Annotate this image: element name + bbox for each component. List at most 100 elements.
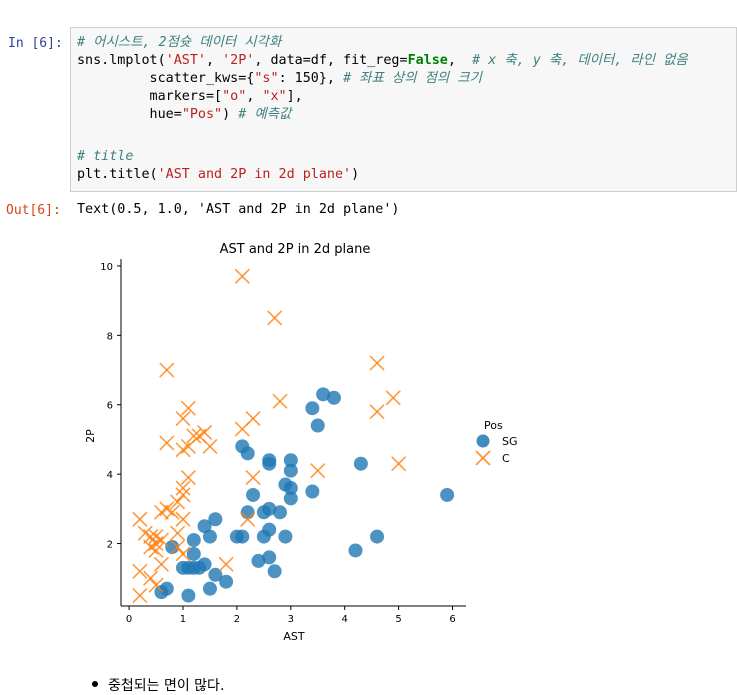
- sg-point: [186, 533, 201, 548]
- code-line-4: markers=["o", "x"],: [77, 89, 303, 104]
- y-tick-label: 10: [100, 262, 113, 273]
- sg-point: [283, 481, 298, 496]
- y-tick-label: 6: [107, 401, 113, 412]
- code-line-5: hue="Pos") # 예측값: [77, 107, 292, 122]
- sg-point: [267, 564, 282, 579]
- c-point: [391, 456, 407, 472]
- legend-label-c: C: [502, 452, 510, 465]
- sg-point: [208, 567, 223, 582]
- c-point: [240, 511, 256, 527]
- sg-point: [283, 463, 298, 478]
- c-point: [202, 438, 218, 454]
- scatter-plot: AST and 2P in 2d plane 0 1 2 3 4 5 6 2 4 6 8 10 AS…: [84, 242, 518, 643]
- series-sg: [154, 387, 455, 603]
- x-tick-label: 6: [449, 614, 455, 625]
- sg-point: [165, 540, 180, 555]
- sg-point: [326, 390, 341, 405]
- bullet-note: 중첩되는 면이 많다.: [108, 678, 225, 694]
- c-point: [272, 393, 288, 409]
- c-point: [159, 435, 175, 451]
- sg-point: [262, 456, 277, 471]
- y-tick-label: 4: [107, 470, 113, 481]
- c-point: [186, 428, 202, 444]
- x-tick-label: 2: [234, 614, 240, 625]
- sg-point: [251, 553, 266, 568]
- sg-point: [235, 529, 250, 544]
- code-line-1: # 어시스트, 2점슛 데이터 시각화: [77, 35, 282, 50]
- sg-point: [440, 487, 455, 502]
- sg-point: [202, 529, 217, 544]
- sg-point: [262, 550, 277, 565]
- code-line-3: scatter_kws={"s": 150}, # 좌표 상의 점의 크기: [77, 71, 482, 86]
- c-point: [132, 511, 148, 527]
- sg-point: [353, 456, 368, 471]
- c-point: [164, 504, 180, 520]
- series-c: [132, 268, 407, 604]
- sg-point: [219, 574, 234, 589]
- in-prompt: In [6]:: [8, 36, 63, 51]
- c-point: [148, 577, 164, 593]
- y-axis-label: 2P: [84, 429, 97, 443]
- c-point: [153, 556, 169, 572]
- c-point: [369, 355, 385, 371]
- c-point: [218, 556, 234, 572]
- c-point: [175, 511, 191, 527]
- sg-point: [305, 484, 320, 499]
- legend-marker-sg: [476, 434, 490, 448]
- c-point: [170, 539, 186, 555]
- sg-point: [370, 529, 385, 544]
- x-ticks: 0 1 2 3 4 5 6: [126, 606, 456, 625]
- code-line-7: # title: [77, 149, 134, 164]
- sg-point: [240, 446, 255, 461]
- c-point: [170, 494, 186, 510]
- c-point: [234, 268, 250, 284]
- sg-point: [240, 505, 255, 520]
- sg-point: [208, 512, 223, 527]
- c-point: [180, 470, 196, 486]
- sg-point: [310, 418, 325, 433]
- c-point: [153, 504, 169, 520]
- c-point: [175, 480, 191, 496]
- y-tick-label: 2: [107, 540, 113, 551]
- code-line-8: plt.title('AST and 2P in 2d plane'): [77, 167, 360, 182]
- sg-point: [348, 543, 363, 558]
- c-point: [369, 404, 385, 420]
- c-point: [245, 411, 261, 427]
- sg-point: [256, 529, 271, 544]
- x-tick-label: 4: [342, 614, 348, 625]
- c-point: [132, 588, 148, 604]
- x-tick-label: 1: [180, 614, 186, 625]
- output-text: Text(0.5, 1.0, 'AST and 2P in 2d plane'): [77, 202, 400, 217]
- legend-marker-c: [475, 450, 491, 466]
- sg-point: [283, 491, 298, 506]
- c-point: [180, 438, 196, 454]
- sg-point: [316, 387, 331, 402]
- chart-title: AST and 2P in 2d plane: [220, 242, 371, 257]
- sg-point: [305, 401, 320, 416]
- sg-point: [154, 585, 169, 600]
- c-point: [245, 470, 261, 486]
- sg-point: [186, 546, 201, 561]
- sg-point: [246, 487, 261, 502]
- sg-point: [202, 581, 217, 596]
- legend: Pos SG C: [475, 419, 518, 466]
- c-point: [153, 532, 169, 548]
- c-point: [180, 400, 196, 416]
- c-point: [132, 563, 148, 579]
- y-ticks: 2 4 6 8 10: [100, 262, 121, 551]
- sg-point: [278, 529, 293, 544]
- sg-point: [262, 501, 277, 516]
- legend-label-sg: SG: [502, 435, 518, 448]
- out-prompt: Out[6]:: [6, 203, 61, 218]
- sg-point: [181, 588, 196, 603]
- x-axis-label: AST: [283, 630, 305, 643]
- x-tick-label: 0: [126, 614, 132, 625]
- c-point: [175, 411, 191, 427]
- x-tick-label: 5: [395, 614, 401, 625]
- c-point: [143, 570, 159, 586]
- c-point: [170, 525, 186, 541]
- y-tick-label: 8: [107, 331, 113, 342]
- bullet-dot: [92, 681, 98, 687]
- c-point: [196, 424, 213, 441]
- code-cell[interactable]: # 어시스트, 2점슛 데이터 시각화 sns.lmplot('AST', '2…: [70, 27, 737, 192]
